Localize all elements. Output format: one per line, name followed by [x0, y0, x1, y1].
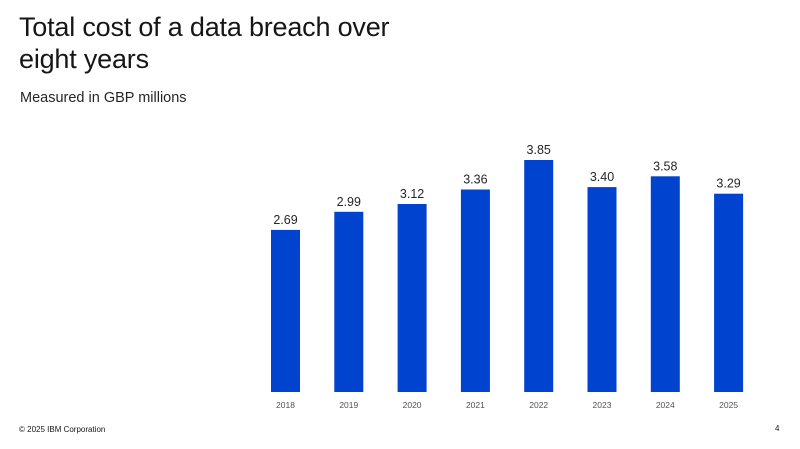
value-label-2025: 3.29: [716, 177, 740, 191]
value-label-2022: 3.85: [527, 143, 551, 157]
copyright-footer: © 2025 IBM Corporation: [19, 425, 106, 434]
value-label-2021: 3.36: [463, 173, 487, 187]
x-tick-label-2019: 2019: [339, 400, 358, 410]
x-tick-label-2022: 2022: [529, 400, 548, 410]
bar-2025: [714, 193, 744, 392]
bar-2022: [524, 160, 554, 392]
x-tick-label-2021: 2021: [466, 400, 485, 410]
value-labels-group: 2.69 2.99 3.12 3.36 3.85 3.40 3.58 3.29: [273, 143, 740, 227]
bar-2021: [460, 189, 490, 392]
bar-2019: [334, 211, 364, 392]
bar-2018: [271, 229, 300, 392]
x-tick-label-2023: 2023: [593, 400, 612, 410]
value-label-2023: 3.40: [590, 170, 614, 184]
page-title: Total cost of a data breach over eight y…: [19, 12, 390, 74]
bars-group: [271, 160, 744, 392]
x-tick-label-2025: 2025: [719, 400, 738, 410]
bar-2023: [587, 187, 617, 392]
value-label-2020: 3.12: [400, 187, 424, 201]
page-number: 4: [775, 424, 780, 433]
x-tick-label-2024: 2024: [656, 400, 675, 410]
x-tick-label-2020: 2020: [403, 400, 422, 410]
page-subtitle: Measured in GBP millions: [20, 90, 187, 106]
bar-2020: [397, 204, 427, 392]
x-tick-labels-group: 2018 2019 2020 2021 2022 2023 2024 2025: [276, 400, 738, 410]
value-label-2024: 3.58: [653, 159, 677, 173]
value-label-2019: 2.99: [337, 195, 361, 209]
bar-2024: [650, 176, 680, 392]
value-label-2018: 2.69: [273, 213, 297, 227]
x-tick-label-2018: 2018: [276, 400, 295, 410]
